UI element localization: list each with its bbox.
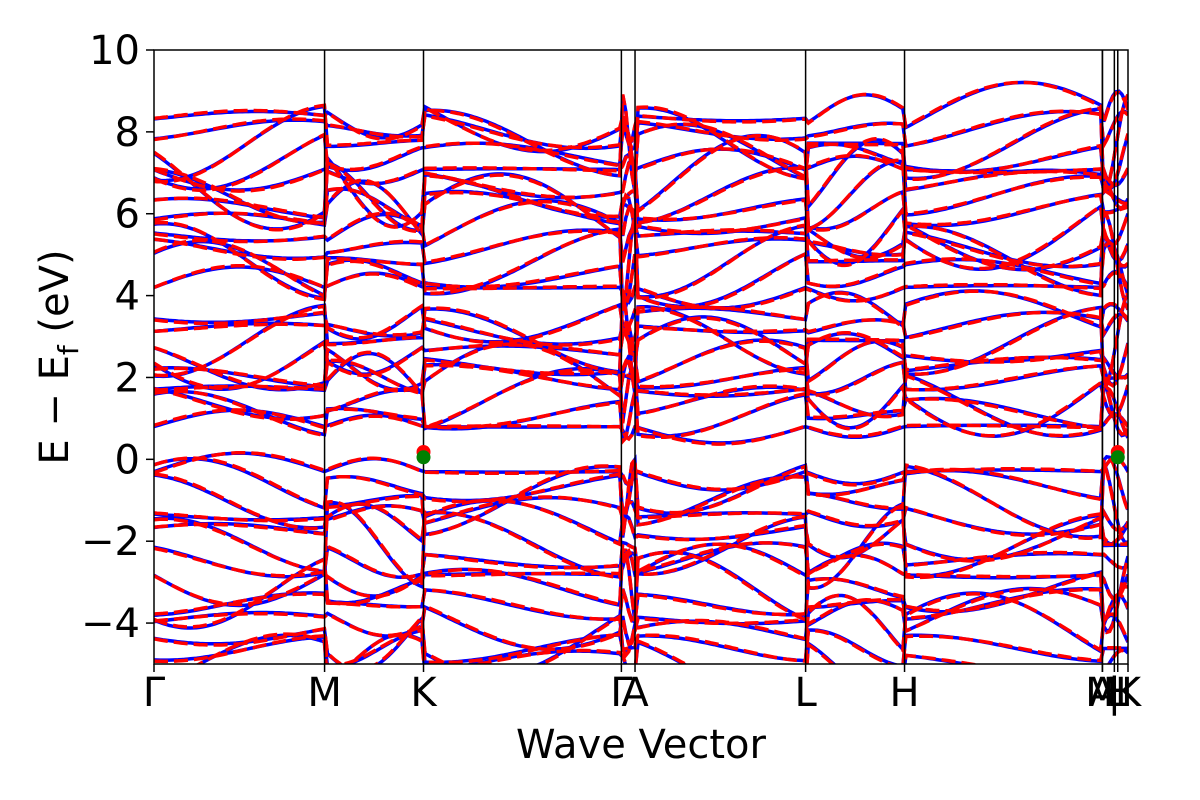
y-tick-label: 0 (115, 437, 140, 483)
band-curve-dashed (154, 109, 1128, 152)
x-axis-label: Wave Vector (516, 722, 767, 768)
x-tick-label: M (1085, 670, 1120, 716)
band-curve-dashed (154, 454, 1128, 546)
band-lines (154, 80, 1128, 664)
band-curve-dashed (154, 363, 1128, 438)
band-curve-dashed (154, 342, 1128, 438)
band-curve-dashed (154, 455, 1128, 515)
band-curve-dashed (154, 541, 1128, 579)
x-tick-label: H (1103, 670, 1133, 716)
band-marker (416, 450, 431, 465)
band-curve-dashed (154, 238, 1128, 311)
band-curve-dashed (154, 495, 1128, 538)
y-tick-label: 4 (115, 274, 140, 320)
y-axis-ticks: −4 −2 0 2 4 6 8 10 (81, 28, 154, 647)
x-axis-ticks: Γ M K ΓA L H ALM|KH (143, 664, 1143, 716)
band-curve-dashed (154, 80, 1128, 153)
band-curve-dashed (154, 584, 1128, 626)
x-tick-label: Γ (610, 670, 633, 716)
y-axis-label: E − Ef (eV) (32, 249, 85, 464)
band-curve-dashed (154, 200, 1128, 271)
x-tick-label: H (890, 670, 920, 716)
band-curve-dashed (154, 289, 1128, 345)
band-curve-dashed (154, 547, 1128, 635)
y-axis-label-main: E − E (32, 355, 78, 465)
band-curve-dashed (154, 121, 1128, 192)
x-tick-label: L (1107, 670, 1130, 716)
y-axis-label-subscript: f (52, 344, 85, 355)
band-curve-dashed (154, 542, 1128, 607)
y-tick-label: 2 (115, 355, 140, 401)
band-curve-dashed (154, 587, 1128, 652)
band-curve-dashed (154, 499, 1128, 590)
band-curve-dashed (154, 263, 1128, 311)
band-curve-dashed (154, 408, 1128, 446)
band-curve-dashed (154, 450, 1128, 492)
y-axis-label-unit: (eV) (32, 249, 78, 345)
band-curve-dashed (154, 208, 1128, 312)
band-curve-dashed (154, 592, 1128, 664)
band-curve-dashed (154, 628, 1128, 664)
x-tick-label: M (307, 670, 342, 716)
y-tick-label: −2 (81, 519, 140, 565)
x-tick-label: A (621, 670, 649, 716)
x-tick-label: A (1089, 670, 1117, 716)
x-tick-label: K (410, 670, 438, 716)
plot-frame (153, 49, 1129, 665)
band-curve-dashed (195, 632, 1128, 664)
x-tick-label: L (794, 670, 817, 716)
dirac-point-markers (416, 444, 1125, 465)
band-curve-dashed (154, 158, 1128, 234)
y-tick-label: −4 (81, 601, 140, 647)
band-curve-dashed (154, 292, 1128, 393)
y-tick-label: 6 (115, 192, 140, 238)
y-tick-label: 10 (89, 28, 140, 74)
y-tick-label: 8 (115, 110, 140, 156)
kpoint-separators (323, 50, 1119, 664)
x-tick-label: K (1115, 670, 1143, 716)
band-curve-dashed (154, 316, 1128, 391)
band-marker (1110, 450, 1125, 465)
x-tick-label: | (1108, 670, 1121, 716)
band-curve-dashed (154, 310, 1128, 347)
band-curve-dashed (154, 339, 1128, 393)
band-curve-dashed (154, 133, 1128, 232)
x-tick-label: Γ (143, 670, 166, 716)
band-curve-dashed (154, 226, 1128, 269)
band-curve-dashed (154, 93, 1128, 197)
band-curve-dashed (154, 385, 1128, 446)
